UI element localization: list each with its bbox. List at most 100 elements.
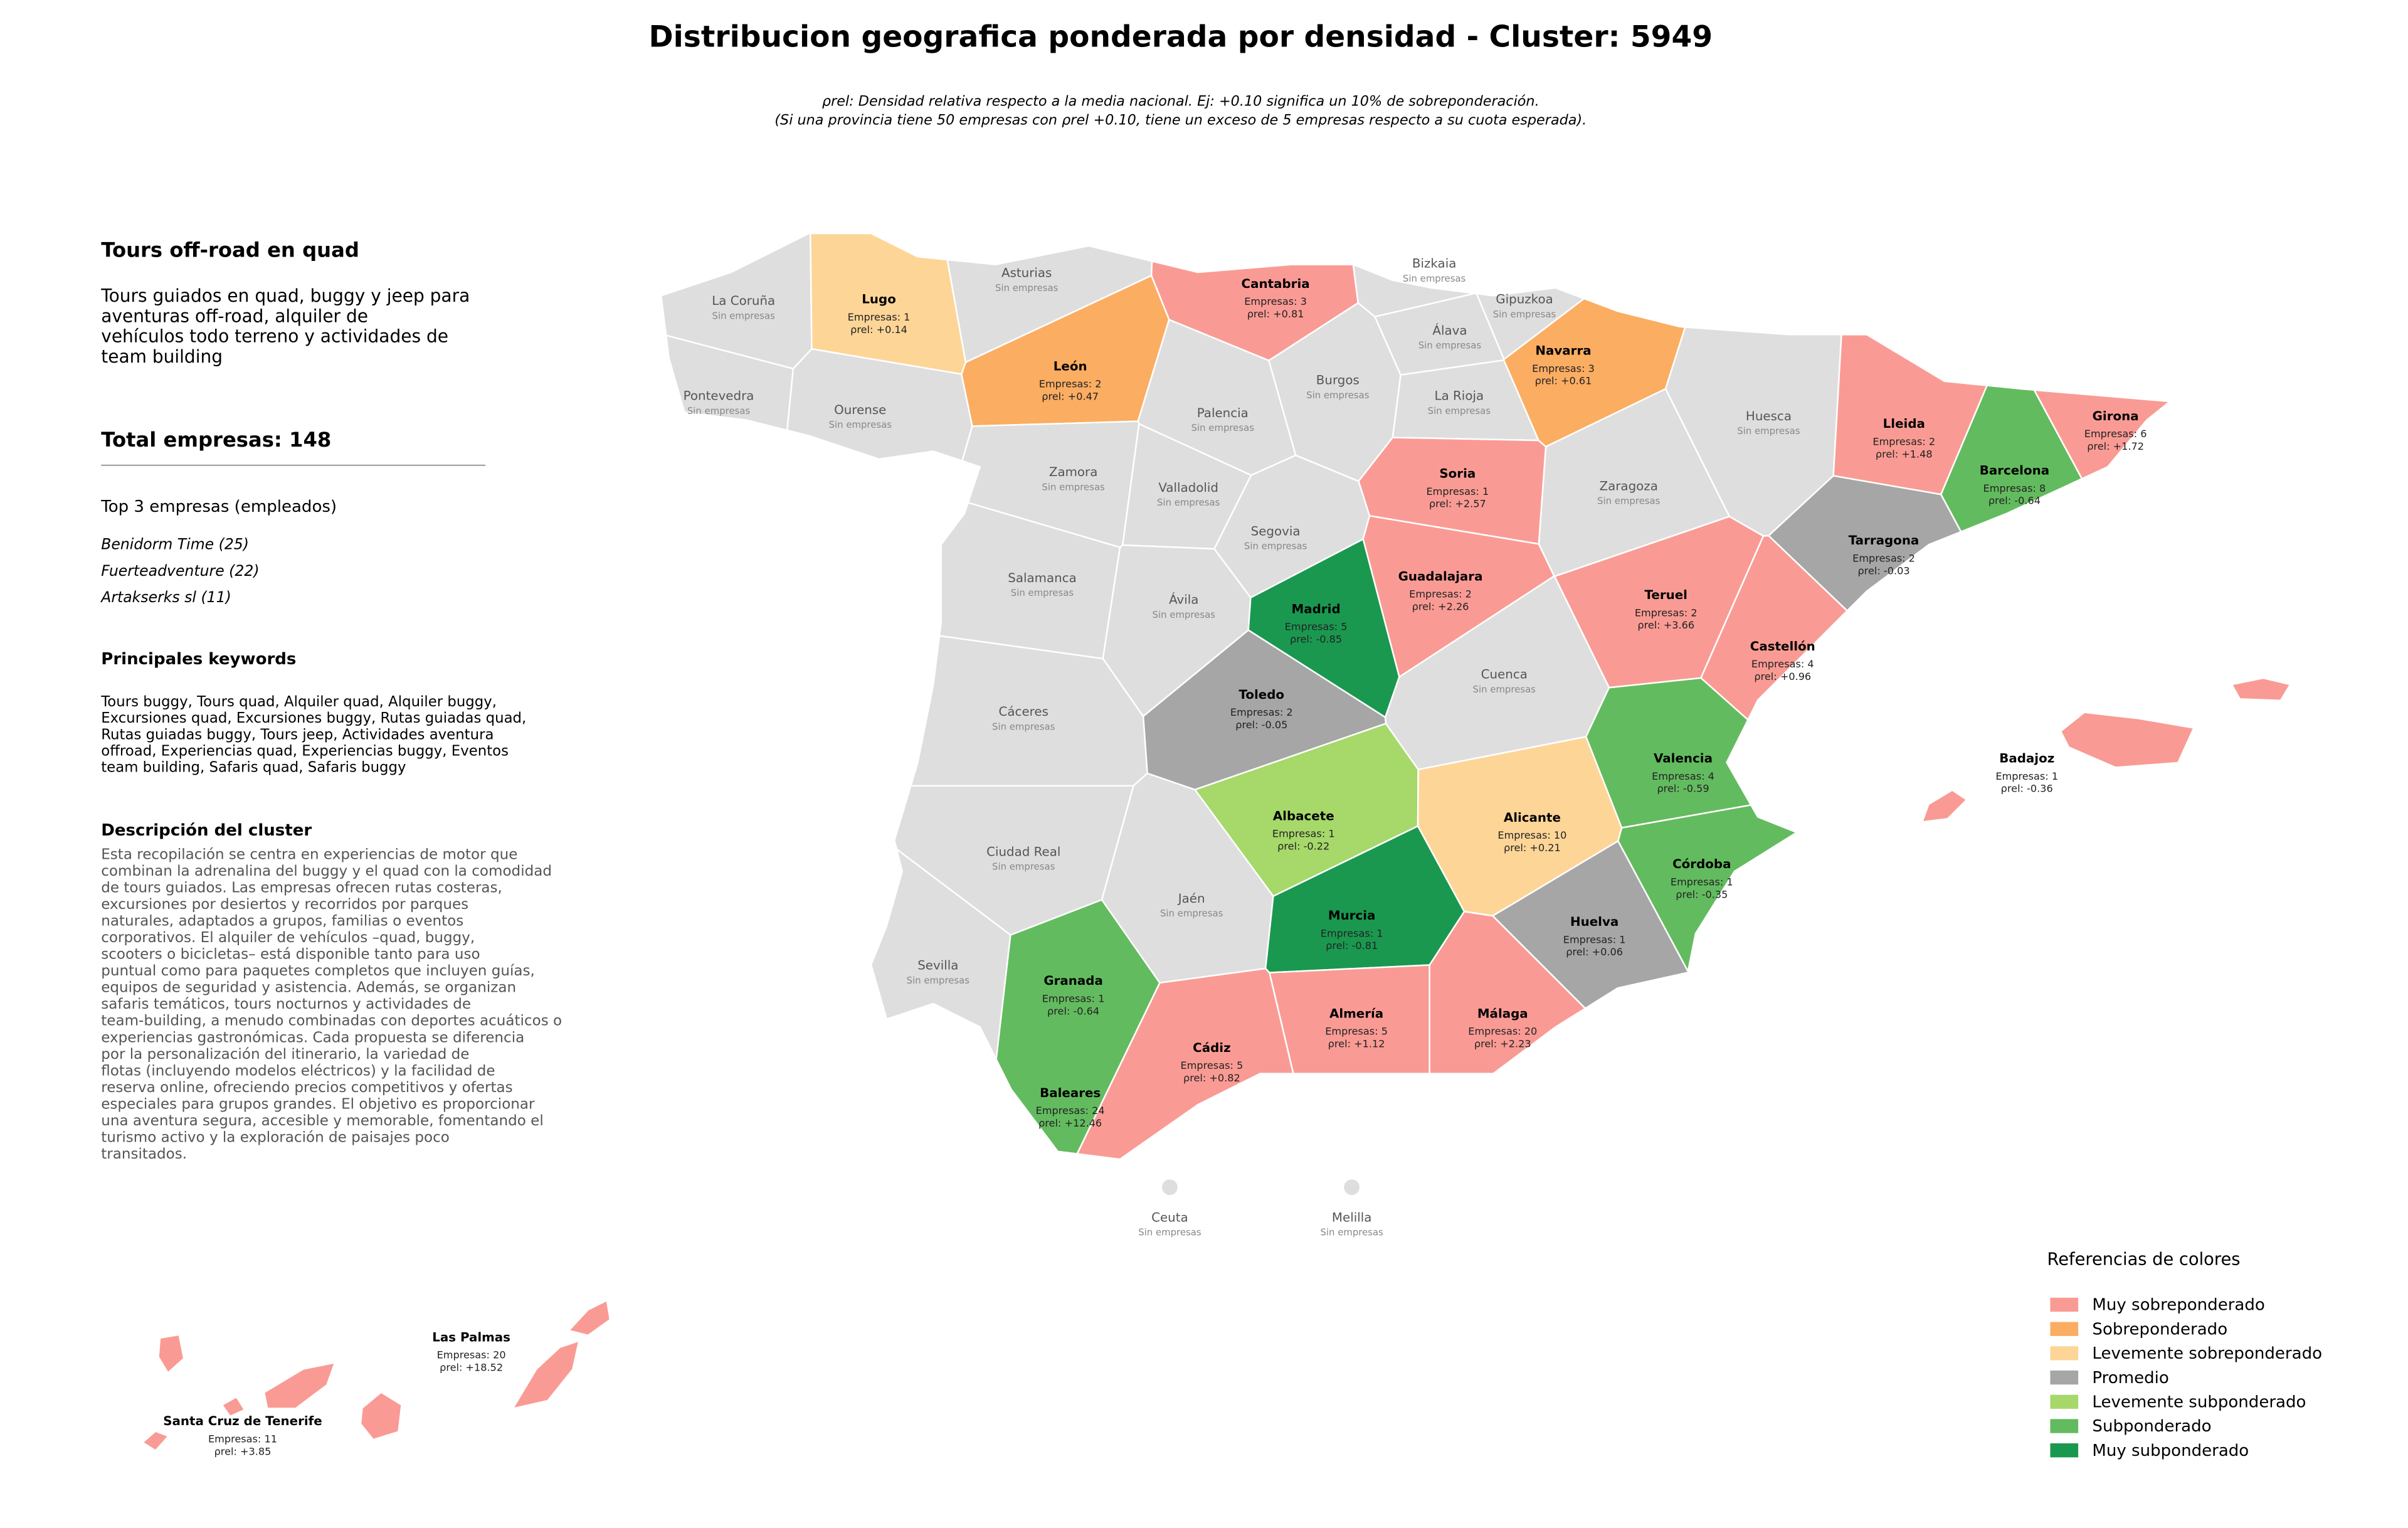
description-line: excursiones por desiertos y recorridos p…: [101, 896, 468, 913]
province-count: Empresas: 8: [1983, 482, 2046, 494]
province-shape: [1921, 790, 1967, 822]
legend-label: Promedio: [2092, 1369, 2168, 1387]
province-count: Empresas: 2: [1872, 435, 1935, 447]
province-note: Sin empresas: [1737, 425, 1800, 437]
province-name: Palencia: [1197, 406, 1249, 420]
province-name: Burgos: [1316, 373, 1360, 388]
province-shape: [142, 1431, 169, 1451]
legend-label: Subponderado: [2092, 1417, 2211, 1436]
province-count: Empresas: 2: [1409, 588, 1472, 600]
province-count: Empresas: 10: [1497, 829, 1566, 841]
summary-line: aventuras off-road, alquiler de: [101, 306, 368, 327]
description-line: una aventura segura, accesible y memorab…: [101, 1113, 544, 1129]
province-name: Alicante: [1504, 810, 1561, 825]
description-line: por la personalización del itinerario, l…: [101, 1046, 469, 1063]
description-line: combinan la adrenalina del buggy y el qu…: [101, 863, 552, 879]
province-note: Sin empresas: [1473, 684, 1536, 695]
legend-label: Muy sobreponderado: [2092, 1296, 2264, 1315]
keywords-heading: Principales keywords: [101, 650, 296, 669]
province-note: Sin empresas: [1191, 422, 1255, 433]
province-name: Albacete: [1273, 809, 1334, 823]
province-name: Badajoz: [1999, 751, 2054, 766]
province-count: Empresas: 2: [1230, 706, 1293, 718]
province-name: Cáceres: [999, 704, 1048, 719]
province-shape: [1075, 967, 1294, 1160]
summary-line: team building: [101, 346, 223, 367]
province-count: Empresas: 11: [208, 1433, 277, 1445]
province-shape: [870, 847, 1011, 1063]
province-shape: [1617, 804, 1798, 974]
province-name: Bizkaia: [1412, 257, 1456, 271]
province-count: Empresas: 20: [437, 1349, 506, 1361]
province-count: Empresas: 5: [1181, 1059, 1244, 1071]
province-rho: ρrel: -0.36: [2001, 783, 2053, 795]
province-shape: [2231, 677, 2291, 701]
province-rho: ρrel: -0.64: [1988, 495, 2041, 507]
province-count: Empresas: 1: [848, 311, 911, 323]
province-shape: [263, 1362, 335, 1409]
province-name: Segovia: [1251, 524, 1301, 538]
province-count: Empresas: 1: [1321, 927, 1383, 939]
province-count: Empresas: 1: [1426, 485, 1489, 497]
province-rho: ρrel: +0.14: [850, 324, 907, 336]
province-name: Sevilla: [917, 958, 958, 972]
description-line: transitados.: [101, 1146, 187, 1162]
province-count: Empresas: 6: [2084, 428, 2147, 440]
legend-label: Sobreponderado: [2092, 1320, 2227, 1339]
description-line: equipos de seguridad y asistencia. Ademá…: [101, 980, 516, 996]
province-name: Zamora: [1049, 465, 1097, 479]
description-line: especiales para grupos grandes. El objet…: [101, 1096, 535, 1112]
province-note: Sin empresas: [1418, 340, 1482, 351]
province-note: Sin empresas: [995, 282, 1059, 294]
province-shape: [158, 1334, 184, 1374]
province-note: Sin empresas: [1153, 609, 1216, 620]
province-shape: [995, 898, 1161, 1155]
province-rho: ρrel: +0.81: [1247, 308, 1304, 320]
province-rho: ρrel: +0.06: [1566, 946, 1623, 958]
province-name: Guadalajara: [1398, 569, 1483, 583]
keyword-line: team building, Safaris quad, Safaris bug…: [101, 759, 406, 775]
province-count: Empresas: 24: [1036, 1105, 1105, 1117]
top-item: Benidorm Time (25): [101, 536, 249, 553]
description-line: flotas (incluyendo modelos eléctricos) y…: [101, 1063, 495, 1079]
sidebar-title: Tours off-road en quad: [101, 238, 359, 262]
province-count: Empresas: 1: [1272, 828, 1335, 840]
province-name: Gipuzkoa: [1496, 292, 1553, 307]
description-line: corporativos. El alquiler de vehículos –…: [101, 930, 475, 946]
province-note: Sin empresas: [1042, 481, 1105, 492]
province-shape: [360, 1392, 402, 1440]
province-name: Castellón: [1750, 639, 1815, 654]
province-note: Sin empresas: [687, 405, 751, 416]
top-item: Fuerteadventure (22): [101, 562, 259, 580]
summary-line: Tours guiados en quad, buggy y jeep para: [100, 285, 470, 306]
province-rho: ρrel: -0.81: [1326, 940, 1378, 952]
province-shape: [568, 1300, 611, 1336]
province-name: Huelva: [1570, 915, 1619, 929]
province-rho: ρrel: +1.72: [2087, 440, 2144, 452]
note-line: ρrel: Densidad relativa respecto a la me…: [822, 93, 1539, 110]
province-rho: ρrel: -0.59: [1657, 783, 1709, 795]
legend-label: Levemente subponderado: [2092, 1393, 2306, 1411]
province-note: Sin empresas: [1244, 541, 1307, 552]
description-line: Esta recopilación se centra en experienc…: [101, 846, 517, 862]
summary-line: vehículos todo terreno y actividades de: [101, 326, 448, 347]
province-note: Sin empresas: [1138, 1227, 1201, 1238]
province-name: Ciudad Real: [986, 844, 1060, 859]
province-rho: ρrel: +12.46: [1038, 1117, 1102, 1129]
keyword-line: Rutas guiadas buggy, Tours jeep, Activid…: [101, 726, 494, 743]
province-rho: ρrel: +0.61: [1535, 375, 1592, 387]
province-name: Ceuta: [1151, 1210, 1188, 1224]
province-name: La Rioja: [1435, 389, 1484, 403]
province-shape: [2060, 712, 2194, 768]
province-name: Lleida: [1883, 416, 1925, 431]
province-name: Álava: [1432, 323, 1467, 337]
legend-swatch: [2050, 1443, 2079, 1458]
description-line: de tours guiados. Las empresas ofrecen r…: [101, 879, 502, 896]
province-note: Sin empresas: [1320, 1227, 1383, 1238]
province-rho: ρrel: +18.52: [440, 1361, 503, 1373]
province-count: Empresas: 20: [1468, 1026, 1537, 1037]
note-line: (Si una provincia tiene 50 empresas con …: [774, 112, 1587, 128]
province-count: Empresas: 1: [1671, 876, 1733, 888]
province-name: Cádiz: [1193, 1041, 1230, 1055]
